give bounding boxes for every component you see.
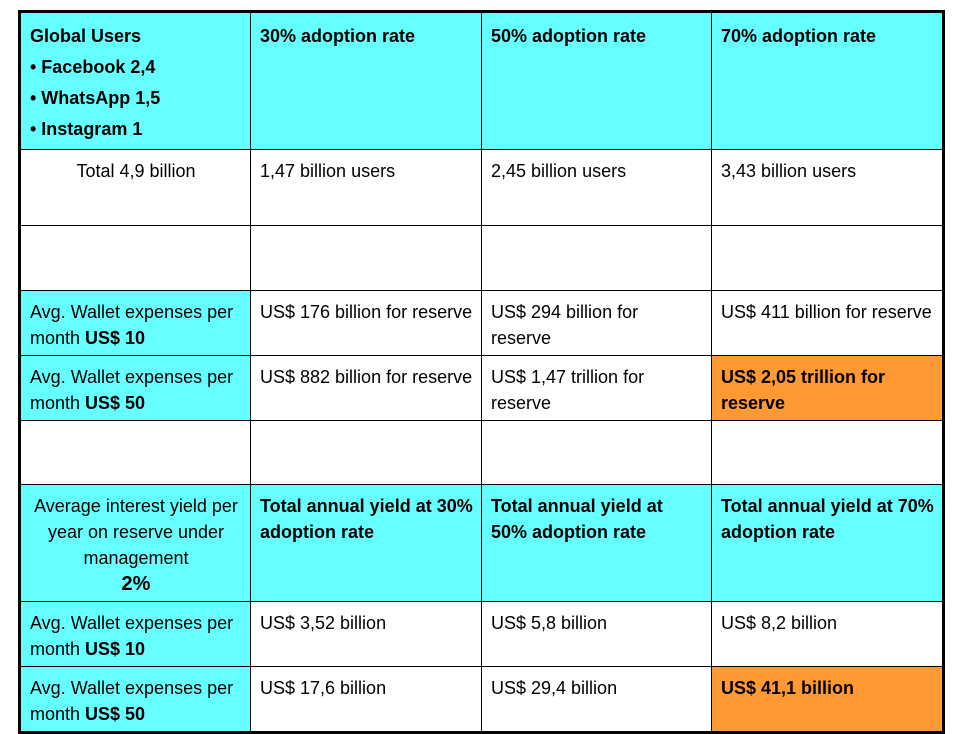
facebook-users: • Facebook 2,4 — [30, 57, 156, 77]
empty-cell — [711, 225, 944, 291]
reserve-10-label: Avg. Wallet expenses per month US$ 10 — [19, 290, 251, 356]
yield-50-70-percent-highlight: US$ 41,1 billion — [711, 666, 944, 733]
empty-cell — [19, 420, 251, 485]
yield-10-row: Avg. Wallet expenses per month US$ 10 US… — [19, 601, 944, 667]
empty-cell — [481, 420, 712, 485]
spacer-row — [19, 420, 944, 485]
yield-10-70-percent: US$ 8,2 billion — [711, 601, 944, 667]
instagram-users: • Instagram 1 — [30, 119, 143, 139]
reserve-50-70-percent-highlight: US$ 2,05 trillion for reserve — [711, 355, 944, 421]
interest-yield-label: Average interest yield per year on reser… — [34, 496, 238, 568]
spacer-row — [19, 225, 944, 291]
global-users-title: Global Users — [30, 26, 142, 46]
users-70-percent: 3,43 billion users — [711, 149, 944, 226]
yield-50-row: Avg. Wallet expenses per month US$ 50 US… — [19, 666, 944, 733]
adoption-yield-table: Global Users • Facebook 2,4 • WhatsApp 1… — [18, 10, 945, 734]
global-users-cell: Global Users • Facebook 2,4 • WhatsApp 1… — [19, 11, 251, 150]
reserve-50-30-percent: US$ 882 billion for reserve — [250, 355, 482, 421]
interest-yield-cell: Average interest yield per year on reser… — [19, 484, 251, 602]
whatsapp-users: • WhatsApp 1,5 — [30, 88, 161, 108]
yield-50-50-percent: US$ 29,4 billion — [481, 666, 712, 733]
yield-10-50-percent: US$ 5,8 billion — [481, 601, 712, 667]
yield-header-30-percent: Total annual yield at 30% adoption rate — [250, 484, 482, 602]
reserve-50-label: Avg. Wallet expenses per month US$ 50 — [19, 355, 251, 421]
total-users-cell: Total 4,9 billion — [19, 149, 251, 226]
yield-header-50-percent: Total annual yield at 50% adoption rate — [481, 484, 712, 602]
header-row: Global Users • Facebook 2,4 • WhatsApp 1… — [19, 11, 944, 150]
empty-cell — [250, 225, 482, 291]
reserve-10-50-percent: US$ 294 billion for reserve — [481, 290, 712, 356]
reserve-10-row: Avg. Wallet expenses per month US$ 10 US… — [19, 290, 944, 356]
users-30-percent: 1,47 billion users — [250, 149, 482, 226]
empty-cell — [19, 225, 251, 291]
users-50-percent: 2,45 billion users — [481, 149, 712, 226]
empty-cell — [481, 225, 712, 291]
reserve-50-row: Avg. Wallet expenses per month US$ 50 US… — [19, 355, 944, 421]
yield-50-label: Avg. Wallet expenses per month US$ 50 — [19, 666, 251, 733]
reserve-10-30-percent: US$ 176 billion for reserve — [250, 290, 482, 356]
yield-header-70-percent: Total annual yield at 70% adoption rate — [711, 484, 944, 602]
yield-header-row: Average interest yield per year on reser… — [19, 484, 944, 602]
header-70-percent: 70% adoption rate — [711, 11, 944, 150]
empty-cell — [711, 420, 944, 485]
reserve-50-50-percent: US$ 1,47 trillion for reserve — [481, 355, 712, 421]
yield-50-30-percent: US$ 17,6 billion — [250, 666, 482, 733]
header-50-percent: 50% adoption rate — [481, 11, 712, 150]
reserve-10-70-percent: US$ 411 billion for reserve — [711, 290, 944, 356]
interest-yield-rate: 2% — [121, 573, 151, 595]
yield-10-30-percent: US$ 3,52 billion — [250, 601, 482, 667]
header-30-percent: 30% adoption rate — [250, 11, 482, 150]
yield-10-label: Avg. Wallet expenses per month US$ 10 — [19, 601, 251, 667]
totals-row: Total 4,9 billion 1,47 billion users 2,4… — [19, 149, 944, 226]
empty-cell — [250, 420, 482, 485]
